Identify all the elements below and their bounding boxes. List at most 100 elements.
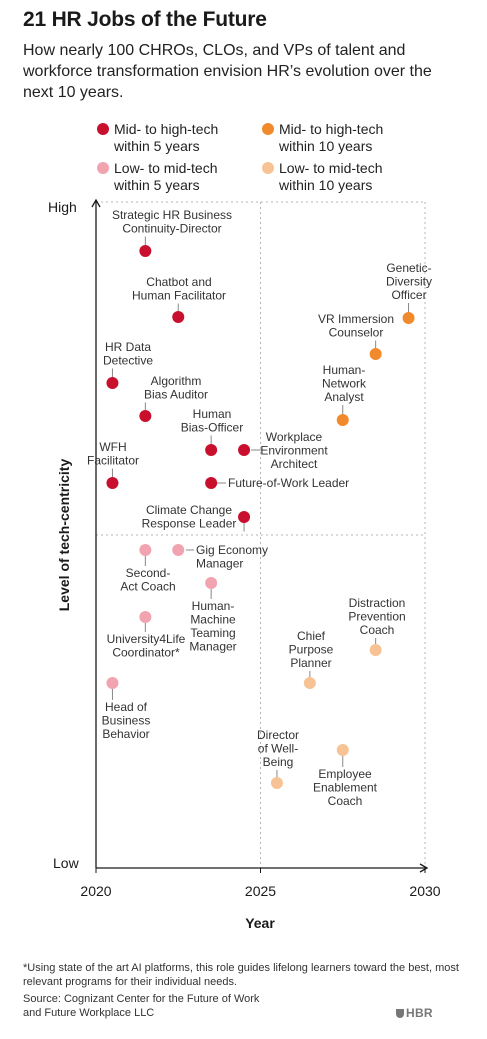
data-point: Human Bias-Officer [181, 407, 243, 456]
chart-marks: Strategic HR Business Continuity-Director… [87, 208, 432, 808]
data-point-label-line: Chatbot and [146, 275, 211, 289]
data-point: Gig Economy Manager [172, 543, 268, 571]
data-point-label: Workplace Environment Architect [260, 430, 328, 471]
data-point-dot [369, 644, 382, 656]
data-point-dot [336, 744, 349, 756]
data-point: Human-Network Analyst [322, 363, 367, 426]
chart-title: 21 HR Jobs of the Future [23, 8, 267, 31]
x-axis-arrow-icon [419, 863, 429, 873]
y-tick-label-high: High [48, 199, 77, 215]
data-point-label-line: Environment [260, 444, 328, 458]
data-point-label: HR Data Detective [103, 340, 153, 368]
legend-dot-icon [262, 162, 274, 174]
chart-grid [96, 201, 426, 868]
data-point-label-line: Teaming [190, 626, 235, 640]
data-point-label-line: Machine [190, 613, 236, 627]
data-point-dot [106, 377, 119, 389]
data-point: Future-of-Work Leader [205, 476, 349, 490]
data-point: Algorithm Bias Auditor [139, 374, 208, 422]
data-point-label-line: Algorithm [151, 374, 202, 388]
legend-label: Low- to mid-tech within 10 years [279, 160, 383, 193]
x-tick-label: 2020 [80, 883, 111, 899]
data-point-label: Distraction Prevention Coach [348, 596, 405, 637]
data-point-label: Human Bias-Officer [181, 407, 243, 435]
data-point-label: Chatbot and Human Facilitator [132, 275, 226, 303]
data-point-dot [369, 348, 382, 360]
data-point-label-line: Bias Auditor [144, 388, 208, 402]
chart-axes: 2020 2025 2030 High Low Year Level of tech-cen… [48, 198, 441, 931]
data-point: Human-Machine Teaming Manager [189, 577, 237, 654]
data-point-label-line: VR Immersion [318, 312, 394, 326]
data-point-label-line: Continuity-Director [122, 222, 221, 236]
data-point: VR Immersion Counselor [318, 312, 394, 360]
data-point-dot [205, 477, 218, 489]
data-point-label: Human-Network Analyst [322, 363, 367, 404]
data-point-dot [238, 444, 251, 456]
data-point-label-line: Gig Economy [196, 543, 268, 557]
data-point-label-line: Strategic HR Business [112, 208, 232, 222]
data-point-label-line: Distraction [349, 596, 406, 610]
data-point-label-line: Diversity [386, 275, 432, 289]
data-point-label: Head of Business Behavior [102, 700, 151, 741]
data-point-label-line: Coach [328, 794, 363, 808]
brand-label: HBR [406, 1006, 433, 1020]
data-point-dot [172, 544, 185, 556]
data-point-label-line: Director [257, 728, 299, 742]
data-point-label-line: Human [193, 407, 232, 421]
data-point-label-line: University4Life [107, 632, 186, 646]
data-point-label: Second-Act Coach [120, 566, 175, 594]
data-point-label-line: Planner [290, 656, 331, 670]
data-point-dot [238, 511, 251, 523]
data-point-dot [205, 444, 218, 456]
legend-label: Low- to mid-tech within 5 years [114, 160, 218, 193]
data-point-label: Director of Well-Being [257, 728, 299, 769]
data-point: Chatbot and Human Facilitator [132, 275, 226, 323]
data-point: Distraction Prevention Coach [348, 596, 406, 656]
data-point-label-line: Climate Change [146, 503, 232, 517]
data-point-label-line: Coordinator* [112, 646, 180, 660]
data-point-label-line: Manager [196, 557, 243, 571]
data-point-label: Climate Change Response Leader [142, 503, 237, 531]
source-note: Source: Cognizant Center for the Future … [23, 993, 260, 1019]
data-point: Director of Well-Being [257, 728, 299, 789]
data-point-label: Genetic-Diversity Officer [386, 261, 432, 302]
legend-label: Mid- to high-tech within 5 years [114, 121, 219, 154]
data-point-label-line: Facilitator [87, 454, 139, 468]
x-tick-label: 2030 [409, 883, 440, 899]
data-point-label-line: Human- [323, 363, 366, 377]
data-point-label-line: Employee [318, 767, 372, 781]
data-point-label: University4Life Coordinator* [107, 632, 186, 660]
data-point-label-line: Detective [103, 354, 153, 368]
data-point-label: Strategic HR Business Continuity-Director [112, 208, 232, 236]
data-point: Chief Purpose Planner [289, 629, 334, 689]
data-point-label-line: Response Leader [142, 517, 237, 531]
data-point-label: Future-of-Work Leader [228, 476, 349, 490]
data-point: Second-Act Coach [120, 544, 176, 594]
data-point-label-line: Coach [360, 623, 395, 637]
data-point-label-line: Officer [391, 288, 426, 302]
data-point: Strategic HR Business Continuity-Director [112, 208, 232, 257]
data-point-dot [402, 312, 415, 324]
data-point-label-line: HR Data [105, 340, 151, 354]
y-tick-label-low: Low [53, 855, 80, 871]
data-point-label: Gig Economy Manager [196, 543, 268, 571]
data-point-dot [139, 245, 152, 257]
data-point-label-line: Head of [105, 700, 148, 714]
legend-dot-icon [97, 123, 109, 135]
data-point-label-line: Purpose [289, 643, 334, 657]
data-point-label-line: Human- [192, 599, 235, 613]
data-point-label-line: Enablement [313, 781, 378, 795]
data-point-label: Human-Machine Teaming Manager [189, 599, 236, 654]
x-tick-label: 2025 [245, 883, 276, 899]
data-point-dot [205, 577, 218, 589]
data-point-dot [270, 777, 283, 789]
data-point-label: Employee Enablement Coach [313, 767, 378, 808]
data-point-label-line: WFH [99, 440, 126, 454]
data-point-label: Chief Purpose Planner [289, 629, 334, 670]
data-point-label: VR Immersion Counselor [318, 312, 394, 340]
data-point-dot [139, 544, 152, 556]
data-point: University4Life Coordinator* [107, 611, 186, 660]
data-point-dot [139, 410, 152, 422]
data-point-label-line: Behavior [102, 727, 149, 741]
hbr-logo: HBR [396, 1006, 433, 1020]
